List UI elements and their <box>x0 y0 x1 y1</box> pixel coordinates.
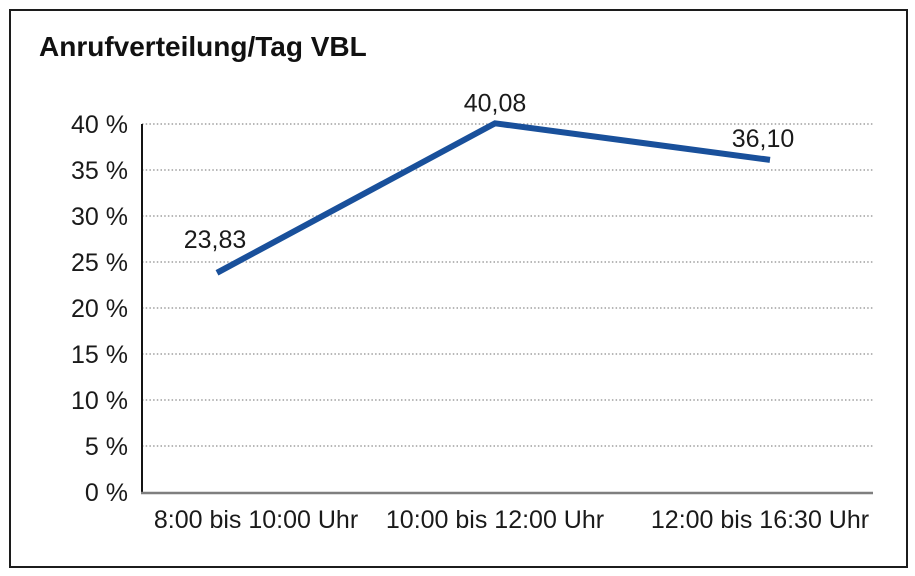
series-line <box>215 120 771 276</box>
y-tick-label: 10 % <box>71 387 128 415</box>
gridlines <box>142 123 873 447</box>
y-tick-label: 40 % <box>71 111 128 139</box>
data-point-label: 40,08 <box>464 89 527 117</box>
data-point-labels: 23,83 40,08 36,10 <box>184 89 795 254</box>
y-tick-label: 20 % <box>71 295 128 323</box>
data-point-label: 36,10 <box>732 125 795 153</box>
x-category-labels: 8:00 bis 10:00 Uhr 10:00 bis 12:00 Uhr 12:… <box>154 506 869 534</box>
data-point-label: 23,83 <box>184 226 247 254</box>
y-tick-labels: 0 % 5 % 10 % 15 % 20 % 25 % 30 % 35 % 40 % <box>71 111 128 507</box>
y-tick-label: 15 % <box>71 341 128 369</box>
y-tick-label: 35 % <box>71 157 128 185</box>
x-category-label: 12:00 bis 16:30 Uhr <box>651 506 869 534</box>
y-tick-label: 30 % <box>71 203 128 231</box>
x-category-label: 8:00 bis 10:00 Uhr <box>154 506 358 534</box>
y-tick-label: 0 % <box>85 479 128 507</box>
x-category-label: 10:00 bis 12:00 Uhr <box>386 506 604 534</box>
axes <box>141 124 873 495</box>
chart-border <box>9 9 908 568</box>
y-tick-label: 25 % <box>71 249 128 277</box>
series <box>215 120 771 276</box>
chart-title: Anrufverteilung/Tag VBL <box>39 31 367 62</box>
y-tick-label: 5 % <box>85 433 128 461</box>
